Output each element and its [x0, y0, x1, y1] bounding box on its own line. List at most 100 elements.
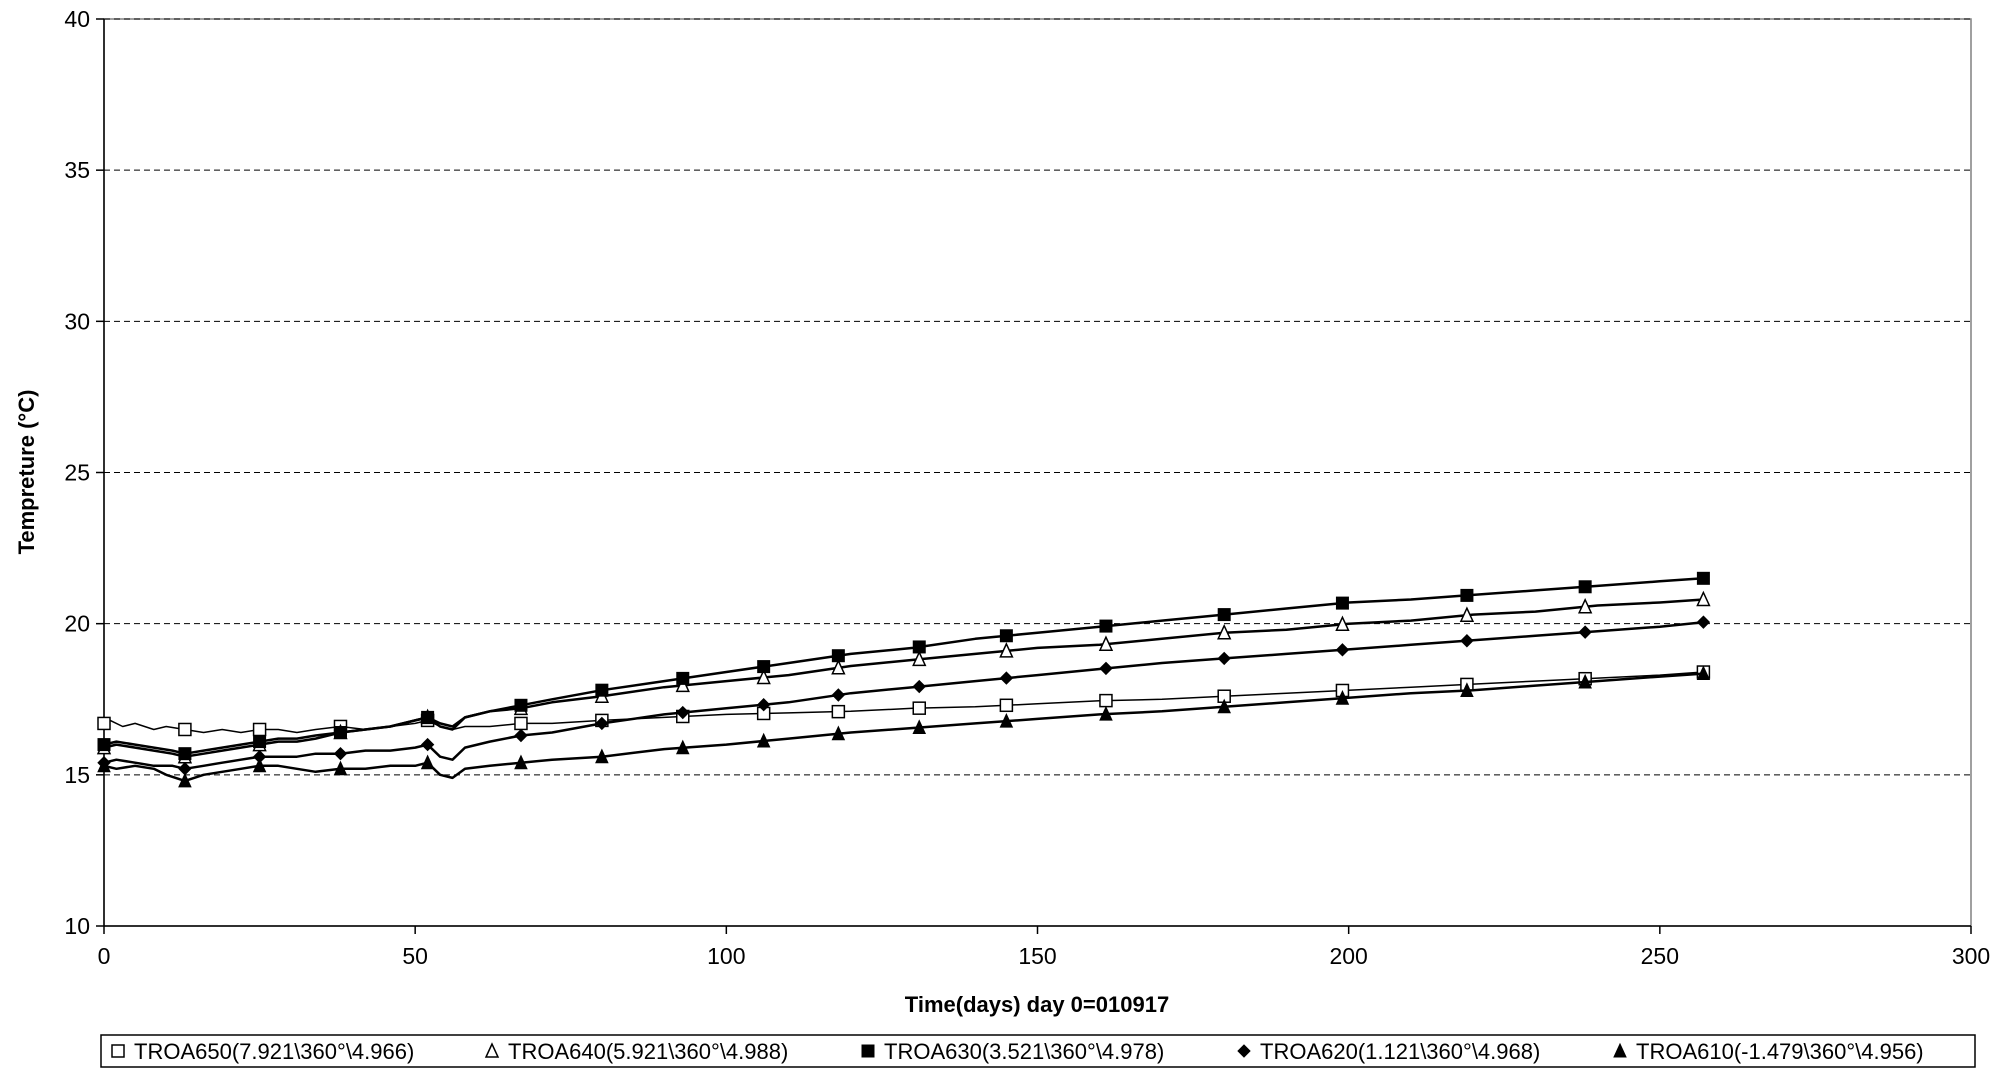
legend-items: TROA650(7.921\360°\4.966) TROA640(5.921\3…	[111, 1039, 1924, 1064]
y-tick-label: 20	[64, 611, 90, 637]
data-point-marker	[999, 629, 1013, 643]
data-point-marker	[676, 705, 690, 720]
data-point-marker	[252, 757, 267, 773]
tick-labels: 10 15 20 25 30 35 40 0 50 100 150 200 250 300	[64, 6, 1990, 969]
data-point-marker	[756, 732, 771, 748]
x-tick-label: 250	[1641, 943, 1679, 969]
data-point-marker	[1460, 682, 1474, 697]
data-point-marker	[1217, 623, 1232, 640]
data-point-marker	[1217, 651, 1231, 666]
x-tick-label: 150	[1018, 943, 1056, 969]
series-line	[103, 671, 1704, 734]
data-point-marker	[421, 710, 435, 724]
y-tick-label: 25	[64, 460, 90, 486]
data-point-marker	[999, 642, 1014, 658]
data-point-marker	[999, 698, 1014, 713]
series-5	[97, 665, 1711, 788]
series-3	[97, 571, 1710, 761]
data-point-marker	[253, 735, 267, 749]
series-line	[103, 620, 1704, 771]
data-point-marker	[756, 668, 771, 685]
y-axis-title: Tempreture (°C)	[14, 390, 39, 555]
data-point-marker	[333, 726, 347, 740]
y-tick-label: 30	[64, 308, 90, 334]
legend-marker	[1613, 1042, 1627, 1058]
data-point-marker	[178, 747, 192, 761]
data-point-marker	[514, 716, 528, 731]
data-point-marker	[178, 722, 192, 737]
axes	[96, 18, 1972, 934]
legend: TROA650(7.921\360°\4.966) TROA640(5.921\3…	[100, 1034, 1976, 1068]
data-point-marker	[1335, 615, 1350, 632]
legend-box	[100, 1034, 1976, 1068]
series-4	[97, 615, 1711, 776]
data-point-marker	[1696, 590, 1711, 607]
legend-marker	[861, 1044, 875, 1058]
data-point-marker	[676, 671, 690, 685]
data-point-marker	[420, 754, 435, 770]
y-tick-label: 10	[64, 913, 90, 939]
data-point-marker	[1099, 693, 1113, 708]
x-tick-label: 0	[98, 943, 111, 969]
data-point-marker	[1578, 580, 1592, 594]
data-point-marker	[420, 737, 435, 752]
x-axis-title: Time(days) day 0=010917	[905, 992, 1169, 1017]
series-line	[103, 577, 1704, 755]
data-point-marker	[1335, 689, 1350, 705]
data-point-marker	[912, 679, 926, 694]
data-point-marker	[1696, 615, 1711, 629]
data-point-marker	[999, 671, 1014, 685]
data-point-marker	[831, 704, 846, 719]
data-point-marker	[252, 722, 267, 737]
data-point-marker	[514, 698, 528, 712]
data-series	[96, 571, 1711, 788]
data-point-marker	[1335, 643, 1350, 657]
data-point-marker	[333, 746, 348, 761]
data-point-marker	[912, 719, 927, 735]
data-point-marker	[912, 701, 927, 715]
legend-label: TROA630(3.521\360°\4.978)	[884, 1039, 1164, 1064]
data-point-marker	[756, 697, 771, 712]
legend-marker	[111, 1044, 125, 1058]
legend-label: TROA650(7.921\360°\4.966)	[134, 1039, 414, 1064]
x-tick-label: 200	[1329, 943, 1367, 969]
x-tick-label: 50	[402, 943, 428, 969]
data-point-marker	[514, 754, 528, 770]
data-point-marker	[831, 649, 845, 663]
data-point-marker	[1098, 635, 1114, 651]
data-point-marker	[675, 739, 690, 755]
data-point-marker	[1217, 698, 1231, 714]
data-point-marker	[97, 757, 111, 773]
data-point-marker	[1335, 596, 1349, 610]
data-point-marker	[831, 725, 846, 741]
legend-label: TROA640(5.921\360°\4.988)	[508, 1039, 788, 1064]
data-point-marker	[1696, 571, 1710, 585]
data-point-marker	[912, 650, 927, 667]
data-point-marker	[999, 712, 1014, 728]
data-point-marker	[1460, 588, 1474, 602]
legend-marker	[484, 1042, 500, 1058]
data-point-marker	[1578, 625, 1592, 639]
data-point-marker	[831, 688, 846, 702]
data-point-marker	[595, 716, 609, 731]
data-point-marker	[757, 660, 771, 674]
x-tick-label: 100	[707, 943, 745, 969]
data-point-marker	[1578, 673, 1592, 689]
data-point-marker	[595, 683, 609, 697]
data-point-marker	[97, 716, 111, 731]
data-point-marker	[333, 760, 348, 776]
data-point-marker	[1099, 705, 1113, 721]
gridlines	[104, 18, 1971, 776]
legend-label: TROA620(1.121\360°\4.968)	[1260, 1039, 1540, 1064]
series-line	[103, 672, 1704, 783]
data-point-marker	[595, 748, 609, 764]
data-point-marker	[97, 738, 111, 752]
y-tick-label: 15	[64, 762, 90, 788]
data-point-marker	[831, 659, 846, 675]
data-point-marker	[1696, 665, 1711, 681]
y-tick-label: 35	[64, 157, 90, 183]
legend-label: TROA610(-1.479\360°\4.956)	[1636, 1039, 1924, 1064]
data-point-marker	[1460, 634, 1474, 648]
legend-marker	[1237, 1044, 1251, 1058]
